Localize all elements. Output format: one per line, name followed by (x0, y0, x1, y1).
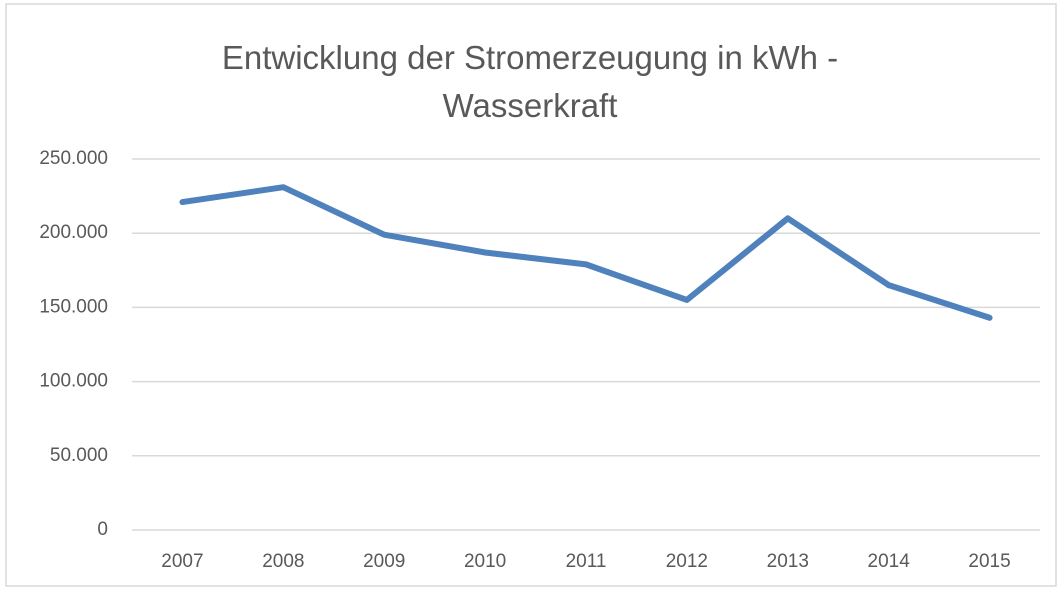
x-tick-label: 2008 (262, 551, 304, 572)
x-tick-label: 2013 (767, 551, 809, 572)
y-tick-label: 150.000 (39, 296, 108, 317)
y-tick-label: 0 (97, 519, 108, 540)
x-tick-label: 2007 (161, 551, 203, 572)
chart-frame (5, 3, 1057, 587)
x-tick-label: 2014 (868, 551, 911, 572)
x-tick-label: 2009 (363, 551, 405, 572)
x-tick-label: 2012 (666, 551, 708, 572)
y-tick-label: 200.000 (39, 222, 108, 243)
chart-title: Entwicklung der Stromerzeugung in kWh - … (221, 39, 839, 124)
x-tick-label: 2011 (566, 551, 607, 572)
x-tick-label: 2010 (464, 551, 506, 572)
y-tick-label: 100.000 (39, 371, 108, 392)
y-tick-label: 250.000 (39, 148, 108, 169)
x-tick-label: 2015 (968, 551, 1010, 572)
y-tick-label: 50.000 (50, 445, 108, 466)
data-line (179, 184, 993, 321)
